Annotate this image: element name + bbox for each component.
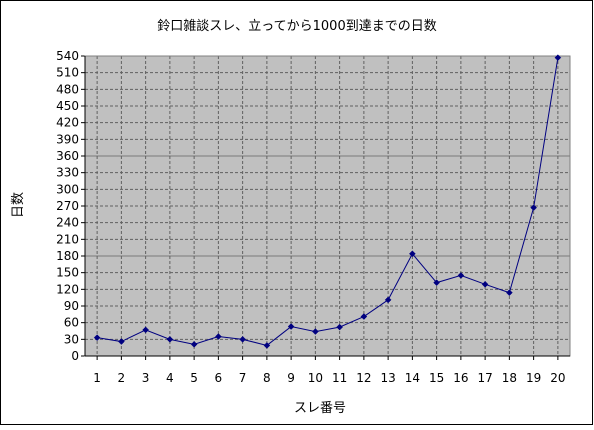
y-tick-label: 60	[64, 316, 79, 330]
data-point	[554, 54, 562, 62]
y-tick-label: 90	[64, 299, 79, 313]
data-point	[215, 333, 222, 340]
y-tick-label: 180	[56, 249, 79, 263]
data-point	[118, 338, 125, 345]
x-tick-label: 13	[380, 371, 395, 385]
x-tick-label: 10	[308, 371, 323, 385]
y-tick-label: 390	[56, 132, 79, 146]
x-tick-label: 18	[502, 371, 517, 385]
x-tick-label: 2	[118, 371, 126, 385]
y-tick-label: 120	[56, 282, 79, 296]
x-tick-label: 6	[215, 371, 223, 385]
x-tick-label: 3	[142, 371, 150, 385]
data-point	[190, 340, 198, 348]
data-point	[287, 323, 295, 330]
y-tick-label: 270	[56, 199, 79, 213]
data-point	[409, 250, 416, 258]
data-point	[457, 272, 465, 279]
x-tick-label: 16	[453, 371, 468, 385]
chart-title: 鈴口雑談スレ、立ってから1000到達までの日数	[157, 18, 436, 34]
x-tick-label: 15	[429, 371, 444, 385]
x-tick-label: 17	[477, 371, 492, 385]
x-tick-label: 7	[239, 371, 247, 385]
axes: 0306090120150180210240270300330360390420…	[56, 49, 571, 385]
y-tick-label: 30	[64, 332, 79, 346]
x-tick-label: 20	[550, 371, 565, 385]
y-tick-label: 360	[56, 149, 79, 163]
x-tick-label: 14	[405, 371, 420, 385]
x-tick-label: 12	[356, 371, 371, 385]
data-point	[239, 335, 246, 343]
y-tick-label: 510	[56, 66, 79, 80]
x-tick-label: 4	[166, 371, 174, 385]
data-point	[336, 323, 343, 331]
y-tick-label: 150	[56, 266, 79, 280]
data-point	[263, 342, 271, 349]
y-tick-label: 330	[56, 166, 79, 180]
x-tick-label: 19	[526, 371, 541, 385]
y-tick-label: 540	[56, 49, 79, 63]
gridlines	[85, 55, 570, 356]
x-axis-label: スレ番号	[294, 401, 346, 416]
x-tick-label: 9	[287, 371, 295, 385]
y-tick-label: 420	[56, 116, 79, 130]
x-tick-label: 11	[332, 371, 347, 385]
y-tick-label: 450	[56, 99, 79, 113]
data-point	[312, 328, 319, 335]
y-tick-label: 210	[56, 232, 79, 246]
y-axis-label: 日数	[11, 192, 26, 218]
x-tick-label: 8	[263, 371, 271, 385]
data-point	[142, 326, 149, 334]
data-point	[506, 289, 513, 297]
data-point	[433, 279, 440, 287]
y-tick-label: 0	[71, 349, 79, 363]
data-point	[384, 296, 392, 304]
series-layer	[93, 54, 562, 349]
y-tick-label: 240	[56, 216, 79, 230]
data-point	[360, 313, 368, 320]
data-point	[166, 335, 174, 343]
y-tick-label: 480	[56, 82, 79, 96]
data-point	[481, 280, 489, 288]
data-point	[93, 334, 101, 342]
series-line	[97, 57, 559, 346]
x-tick-label: 5	[190, 371, 198, 385]
x-tick-label: 1	[93, 371, 101, 385]
data-point	[530, 204, 537, 212]
y-tick-label: 300	[56, 182, 79, 196]
